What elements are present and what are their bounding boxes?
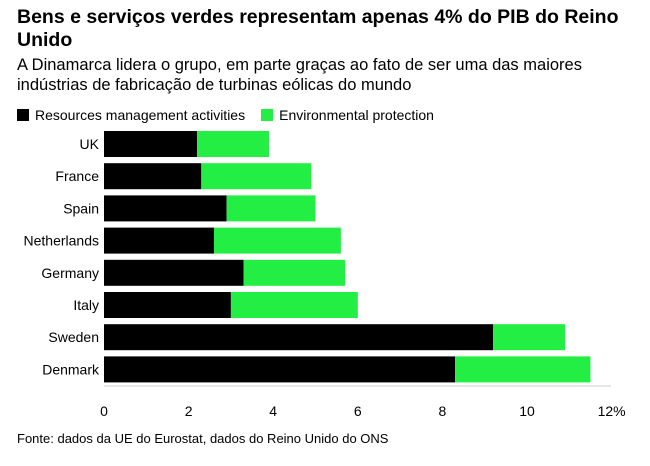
category-label: Denmark [42,361,100,377]
bar-france-environmental [201,163,312,190]
bar-sweden-environmental [493,324,566,351]
bar-spain-resources [104,195,227,222]
bar-uk-resources [104,131,198,157]
category-label: Germany [41,265,99,281]
bar-netherlands-environmental [213,227,341,254]
x-tick-label: 10 [519,403,535,419]
legend-swatch-environmental [261,109,274,121]
bar-netherlands-resources [104,227,214,254]
category-labels: UK France Spain Netherlands Germany Italy Swed… [24,136,100,377]
category-label: Netherlands [24,233,100,249]
chart-subtitle: A Dinamarca lidera o grupo, em parte gra… [17,56,582,94]
bar-germany-resources [104,259,244,286]
x-tick-label: 12% [598,403,626,419]
bar-italy-resources [104,292,231,318]
legend: Resources management activities Environm… [17,106,434,124]
x-tick-label: 4 [269,403,277,419]
category-label: France [55,168,99,184]
legend-swatch-resources [17,109,29,121]
bar-spain-environmental [226,195,316,222]
legend-item-resources: Resources management activities [17,107,245,123]
x-axis-ticks: 0 2 4 6 8 10 12% [100,403,626,419]
bar-sweden-resources [104,324,494,351]
x-tick-label: 6 [354,403,362,419]
category-label: Spain [63,200,99,216]
bar-germany-environmental [243,259,346,286]
legend-label-resources: Resources management activities [35,107,246,123]
legend-item-environmental: Environmental protection [261,107,434,123]
category-label: Sweden [48,329,99,345]
bars-group [104,131,591,383]
bar-france-resources [104,163,202,190]
bar-denmark-resources [104,356,456,383]
legend-label-environmental: Environmental protection [279,107,434,123]
x-tick-label: 8 [439,403,447,419]
x-tick-label: 0 [100,403,108,419]
source-note: Fonte: dados da UE do Eurostat, dados do… [17,431,389,446]
category-label: UK [80,136,100,152]
category-label: Italy [73,297,99,313]
bar-italy-environmental [230,292,358,318]
chart-title: Bens e serviços verdes representam apena… [17,6,619,51]
x-tick-label: 2 [185,403,193,419]
bar-denmark-environmental [455,356,591,383]
bar-uk-environmental [197,131,269,157]
